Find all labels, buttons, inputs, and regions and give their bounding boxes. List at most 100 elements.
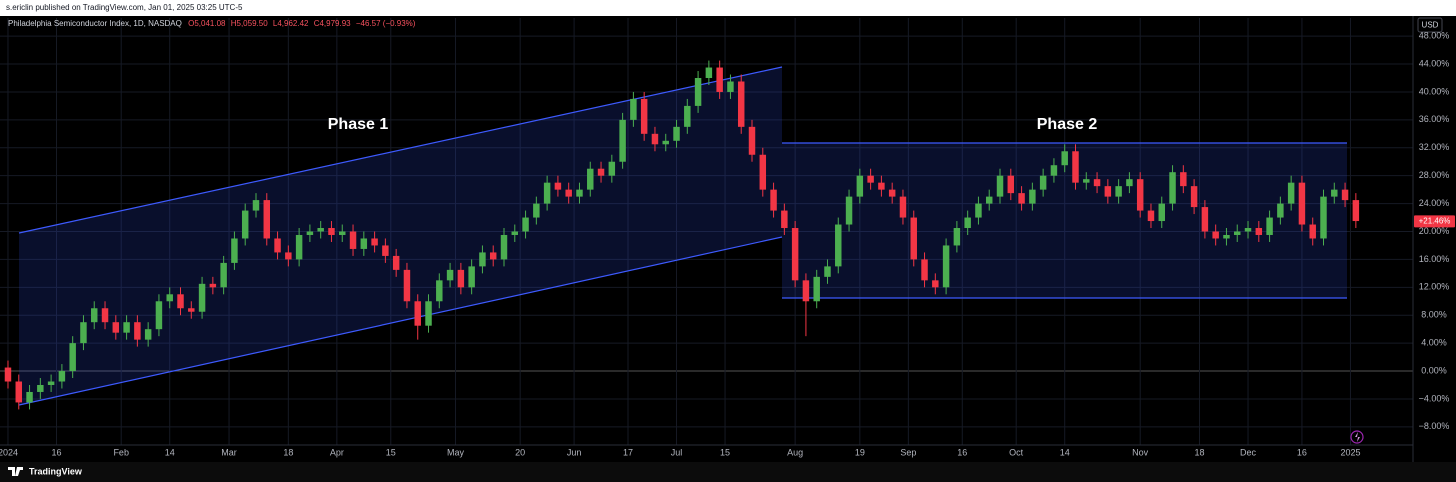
legend-open: O5,041.08 bbox=[188, 19, 226, 28]
y-tick-label: 24.00% bbox=[1419, 198, 1450, 208]
phase1-channel bbox=[19, 67, 782, 405]
candle-body bbox=[856, 175, 864, 197]
candle-body bbox=[630, 98, 637, 120]
candle-body bbox=[781, 210, 788, 229]
candle-body bbox=[436, 280, 443, 302]
candle-body bbox=[522, 217, 529, 232]
candle-body bbox=[942, 245, 950, 288]
candle-body bbox=[597, 168, 605, 176]
candle-body bbox=[705, 67, 713, 79]
candle-body bbox=[1029, 189, 1036, 204]
candle-body bbox=[878, 182, 885, 190]
x-tick-label: Jun bbox=[567, 447, 582, 457]
candle-body bbox=[47, 381, 55, 385]
candle-body bbox=[1039, 175, 1047, 190]
candle-body bbox=[263, 200, 271, 239]
candle-body bbox=[737, 81, 745, 127]
candle-body bbox=[543, 182, 551, 204]
y-tick-label: 16.00% bbox=[1419, 254, 1450, 264]
x-tick-label: 18 bbox=[1194, 447, 1204, 457]
alert-icon[interactable] bbox=[1350, 430, 1364, 444]
currency-box[interactable] bbox=[1417, 17, 1443, 33]
candle-body bbox=[457, 269, 465, 288]
y-tick-label: 36.00% bbox=[1419, 114, 1450, 124]
x-tick-label: Feb bbox=[113, 447, 129, 457]
x-tick-label: Aug bbox=[787, 447, 803, 457]
candle-body bbox=[888, 189, 896, 197]
x-tick-label: 15 bbox=[720, 447, 730, 457]
candle-body bbox=[479, 252, 486, 267]
x-tick-label: Sep bbox=[900, 447, 916, 457]
candle-body bbox=[371, 238, 378, 246]
candles bbox=[4, 60, 1360, 410]
candle-body bbox=[123, 322, 130, 333]
x-tick-label: May bbox=[447, 447, 465, 457]
candle-body bbox=[1115, 186, 1122, 197]
last-value-label: +21.46% bbox=[1419, 216, 1451, 225]
candle-body bbox=[1223, 234, 1230, 239]
candle-body bbox=[144, 329, 152, 340]
x-tick-label: Nov bbox=[1132, 447, 1149, 457]
candle-body bbox=[4, 367, 12, 382]
legend-low: L4,962.42 bbox=[273, 19, 309, 28]
candle-body bbox=[996, 175, 1004, 197]
candle-body bbox=[360, 238, 368, 249]
candle-body bbox=[414, 301, 421, 326]
x-tick-label: 16 bbox=[51, 447, 61, 457]
candle-body bbox=[349, 231, 357, 249]
candle-body bbox=[1255, 228, 1263, 235]
candle-body bbox=[274, 238, 281, 253]
candle-body bbox=[1072, 151, 1079, 183]
candle-body bbox=[953, 228, 961, 246]
candle-body bbox=[640, 98, 648, 134]
channel-lower bbox=[18, 236, 783, 406]
candle-body bbox=[1147, 210, 1155, 222]
candle-body bbox=[662, 140, 669, 145]
legend-change: −46.57 (−0.93%) bbox=[356, 19, 416, 28]
candle-body bbox=[587, 168, 594, 190]
top-bar bbox=[0, 0, 1456, 16]
candle-body bbox=[1007, 175, 1015, 194]
candle-body bbox=[15, 381, 22, 403]
candle-body bbox=[975, 203, 982, 218]
annotation: Phase 1 bbox=[328, 116, 389, 133]
candle-body bbox=[1158, 203, 1165, 222]
candle-body bbox=[845, 196, 853, 225]
candle-body bbox=[1104, 186, 1112, 197]
alert-bolt bbox=[1355, 432, 1360, 442]
candle-body bbox=[867, 175, 874, 183]
candle-body bbox=[673, 126, 680, 141]
y-tick-label: 48.00% bbox=[1419, 31, 1450, 41]
brand: TradingView bbox=[29, 466, 83, 476]
candle-body bbox=[166, 294, 173, 302]
candle-body bbox=[921, 259, 928, 281]
candle-body bbox=[1266, 217, 1273, 235]
x-tick-label: Dec bbox=[1240, 447, 1257, 457]
candle-body bbox=[748, 126, 756, 155]
candle-body bbox=[554, 182, 562, 190]
candle-body bbox=[759, 154, 767, 190]
footer-bar bbox=[0, 462, 1456, 482]
candle-body bbox=[565, 189, 572, 197]
y-tick-label: 0.00% bbox=[1421, 365, 1447, 375]
candle-body bbox=[824, 266, 831, 277]
legend: Philadelphia Semiconductor Index, 1D, NA… bbox=[8, 19, 416, 28]
candle-body bbox=[1287, 182, 1295, 204]
candle-body bbox=[985, 196, 993, 204]
candle-body bbox=[802, 280, 810, 302]
candle-body bbox=[37, 384, 44, 392]
candle-body bbox=[58, 371, 66, 382]
x-tick-label: 16 bbox=[1297, 447, 1307, 457]
candle-body bbox=[619, 119, 626, 162]
y-tick-label: −4.00% bbox=[1419, 393, 1450, 403]
candle-body bbox=[910, 217, 917, 260]
x-tick-label: 20 bbox=[515, 447, 525, 457]
currency: USD bbox=[1422, 21, 1439, 30]
y-tick-label: −8.00% bbox=[1419, 421, 1450, 431]
candle-body bbox=[932, 280, 939, 288]
candle-body bbox=[446, 269, 454, 281]
x-tick-label: 15 bbox=[386, 447, 396, 457]
candle-body bbox=[1190, 186, 1198, 208]
